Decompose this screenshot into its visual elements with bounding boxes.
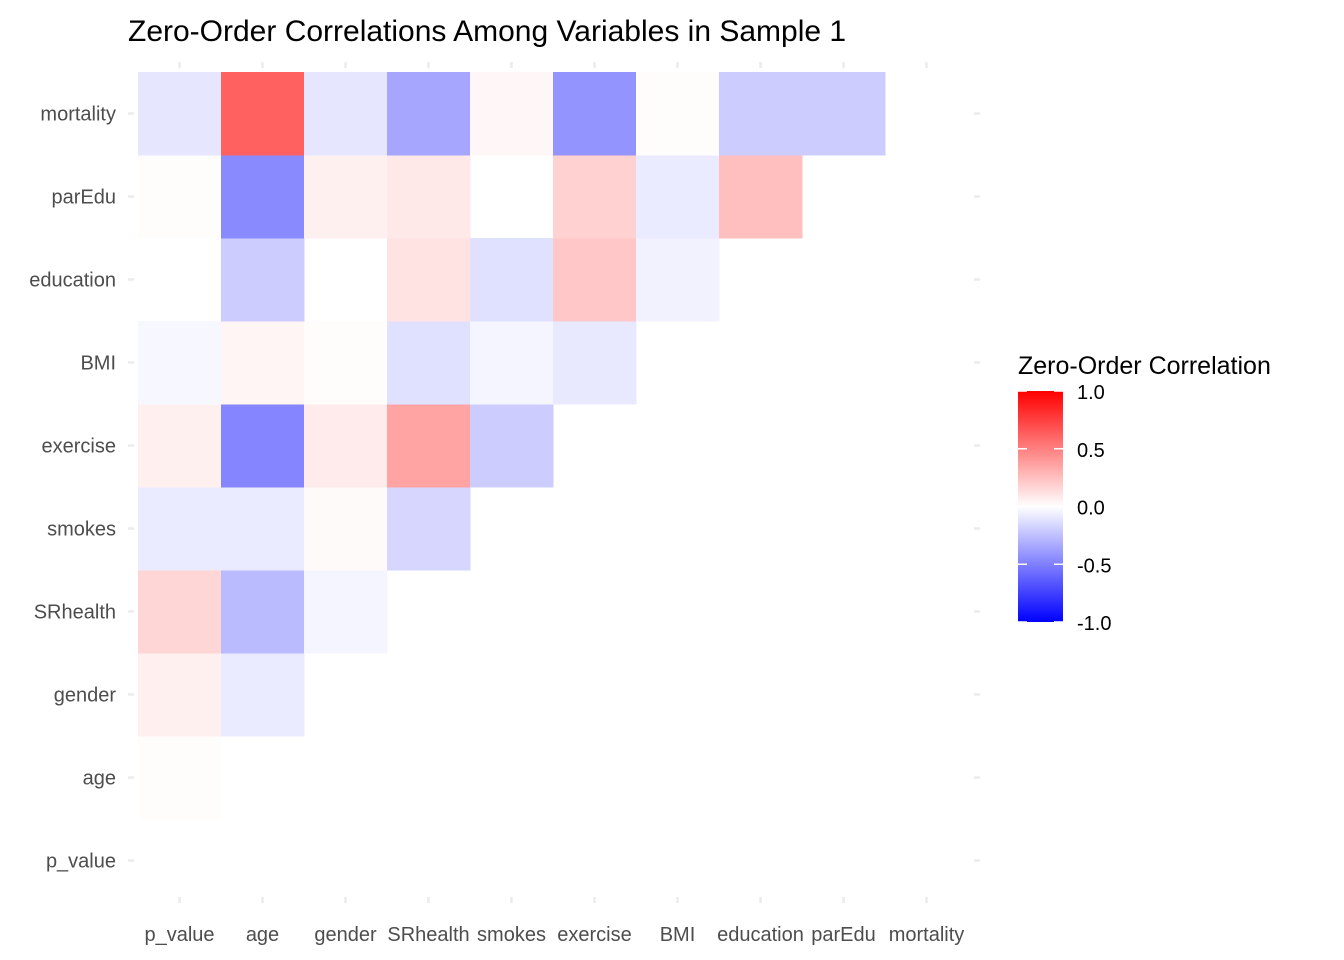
heatmap-cell (470, 72, 554, 156)
x-tick-label: mortality (889, 924, 965, 946)
heatmap-cell (304, 487, 388, 571)
heatmap-cell (221, 487, 305, 571)
x-tick-label: BMI (660, 924, 696, 946)
legend-tick-label: 0.5 (1077, 440, 1105, 462)
x-tick-label: exercise (557, 924, 631, 946)
heatmap-cell (636, 72, 720, 156)
heatmap-cell (221, 404, 305, 488)
legend-tick-label: -0.5 (1077, 555, 1111, 577)
heatmap-cell (387, 155, 471, 239)
y-tick-label: education (29, 270, 116, 292)
legend: Zero-Order Correlation 1.0 0.5 0.0 -0.5 -1.0 (1018, 352, 1271, 635)
heatmap-cell (387, 72, 471, 156)
heatmap-cell (221, 321, 305, 405)
heatmap-cell (304, 404, 388, 488)
x-axis-labels: p_value age gender SRhealth smokes exercise BM… (144, 924, 964, 946)
heatmap-cell (719, 72, 803, 156)
x-tick-label: smokes (477, 924, 546, 946)
x-tick-label: age (246, 924, 279, 946)
y-tick-label: age (83, 768, 116, 790)
x-tick-label: gender (314, 924, 377, 946)
chart-title: Zero-Order Correlations Among Variables … (128, 15, 846, 48)
heatmap-cell (138, 404, 222, 488)
heatmap-cell (719, 155, 803, 239)
heatmap-cell (221, 653, 305, 737)
heatmap-cell (138, 653, 222, 737)
x-tick-label: education (717, 924, 804, 946)
x-tick-label: p_value (144, 924, 214, 946)
y-tick-label: p_value (46, 851, 116, 873)
legend-title: Zero-Order Correlation (1018, 352, 1271, 380)
heatmap-cell (470, 238, 554, 322)
y-tick-label: mortality (40, 104, 116, 126)
heatmap-cell (138, 570, 222, 654)
y-tick-label: SRhealth (34, 602, 116, 624)
heatmap-cell (553, 155, 637, 239)
heatmap-cell (802, 72, 886, 156)
y-axis-labels: p_value age gender SRhealth smokes exercise BM… (29, 104, 116, 873)
heatmap-cell (470, 321, 554, 405)
heatmap-cell (636, 155, 720, 239)
heatmap-cell (304, 570, 388, 654)
heatmap-cell (553, 321, 637, 405)
heatmap-cell (387, 404, 471, 488)
heatmap-cell (221, 72, 305, 156)
x-tick-label: SRhealth (387, 924, 469, 946)
heatmap-cell (138, 487, 222, 571)
heatmap-cell (304, 321, 388, 405)
heatmap-cell (138, 155, 222, 239)
heatmap-cell (387, 238, 471, 322)
y-tick-label: gender (54, 685, 117, 707)
heatmap-cell (636, 238, 720, 322)
heatmap-cell (221, 570, 305, 654)
y-tick-label: BMI (80, 353, 116, 375)
heatmap-cell (387, 321, 471, 405)
legend-tick-label: -1.0 (1077, 613, 1111, 635)
heatmap-cell (553, 238, 637, 322)
heatmap-cell (553, 72, 637, 156)
y-tick-label: smokes (47, 519, 116, 541)
y-tick-label: parEdu (52, 187, 117, 209)
heatmap-cell (304, 72, 388, 156)
legend-tick-label: 0.0 (1077, 498, 1105, 520)
legend-ticks: 1.0 0.5 0.0 -0.5 -1.0 (1018, 382, 1111, 635)
heatmap-cell (387, 487, 471, 571)
y-tick-label: exercise (42, 436, 116, 458)
heatmap-cell (138, 321, 222, 405)
heatmap-cell (138, 72, 222, 156)
heatmap-cell (470, 404, 554, 488)
heatmap-cell (221, 238, 305, 322)
heatmap-cells (138, 72, 886, 820)
x-tick-label: parEdu (811, 924, 876, 946)
heatmap-cell (138, 736, 222, 820)
legend-tick-label: 1.0 (1077, 382, 1105, 404)
heatmap-cell (221, 155, 305, 239)
heatmap-cell (304, 155, 388, 239)
